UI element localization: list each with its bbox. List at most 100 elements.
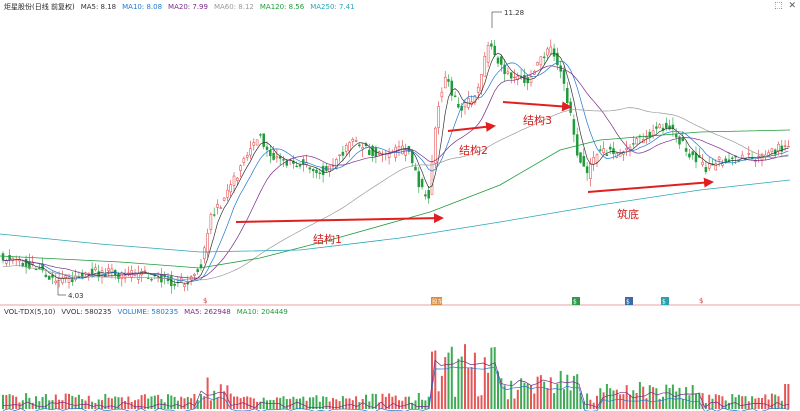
event-marker[interactable]: $ <box>203 297 207 305</box>
volume-bar <box>596 395 598 409</box>
volume-bar <box>662 396 664 409</box>
candle-body <box>595 154 599 163</box>
volume-bar <box>411 402 414 409</box>
event-marker[interactable]: $ <box>626 299 630 306</box>
candle-body <box>496 57 500 64</box>
candle-body <box>513 76 516 79</box>
candle-body <box>262 133 265 147</box>
volume-bar <box>54 394 57 409</box>
volume-bar <box>473 352 476 409</box>
volume-bar <box>266 400 268 409</box>
candle-body <box>473 95 477 104</box>
candle-body <box>605 154 609 157</box>
candle-body <box>509 72 513 79</box>
candle-body <box>701 161 704 165</box>
candle-body <box>47 275 51 280</box>
volume-bar <box>127 396 130 409</box>
annotation-structure1: 结构1 <box>313 232 342 246</box>
volume-bar <box>335 399 338 409</box>
candle-body <box>678 136 681 145</box>
candle-body <box>206 233 209 254</box>
event-marker-box[interactable] <box>431 297 442 305</box>
volume-bar <box>394 395 397 409</box>
volume-bar <box>675 391 678 409</box>
volume-bar <box>355 396 358 409</box>
candle-body <box>401 145 404 155</box>
candle-body <box>417 171 421 188</box>
volume-bar <box>398 400 400 409</box>
volume-bar <box>289 398 292 409</box>
volume-bar <box>440 375 443 409</box>
chart-header: 炬星股份(日线 前复权) MA5: 8.18 MA10: 8.08 MA20: … <box>0 0 800 13</box>
candle-body <box>110 268 114 273</box>
vol-ma5-label: MA5: 262948 <box>184 307 231 316</box>
candle-body <box>589 163 592 179</box>
candle-body <box>183 284 186 287</box>
candle-body <box>24 258 28 267</box>
candle-body <box>645 136 648 138</box>
ma10-line <box>2 60 789 283</box>
candle-body <box>579 152 582 163</box>
candle-body <box>321 165 325 176</box>
candle-body <box>54 280 58 283</box>
candle-body <box>61 277 64 284</box>
volume-bar <box>431 351 433 409</box>
candle-body <box>783 145 787 147</box>
volume-bar <box>609 388 612 409</box>
candle-body <box>453 95 457 98</box>
event-marker-box[interactable] <box>625 297 633 305</box>
candle-body <box>193 273 196 276</box>
volume-bar <box>143 394 146 409</box>
candle-body <box>506 71 510 74</box>
restore-icon[interactable]: ⬚ <box>773 1 783 11</box>
volume-bar <box>193 393 196 409</box>
volume-bar <box>381 393 384 409</box>
volume-bar <box>589 399 592 409</box>
candle-body <box>5 260 8 264</box>
candle-body <box>450 80 454 96</box>
volume-bar <box>744 396 747 409</box>
volume-bar <box>523 382 526 409</box>
volume-bar <box>358 402 361 409</box>
volume-bar <box>553 393 556 409</box>
volume-bar <box>38 401 41 409</box>
volume-bar <box>493 347 496 409</box>
ma120-label: MA120: 8.56 <box>259 2 305 11</box>
volume-bar <box>764 394 767 409</box>
volume-bar <box>513 398 516 409</box>
candle-body <box>344 145 348 152</box>
ma10-label: MA10: 8.08 <box>122 2 163 11</box>
close-icon[interactable]: ✕ <box>788 1 796 11</box>
event-marker[interactable]: $ <box>662 299 666 306</box>
event-marker-box[interactable] <box>572 297 580 305</box>
price-panel <box>0 39 791 294</box>
event-marker-box[interactable] <box>661 297 669 305</box>
event-marker[interactable]: $ <box>573 299 577 306</box>
candle-body <box>315 169 318 174</box>
candle-body <box>97 271 100 277</box>
volume-bar <box>767 399 770 409</box>
candle-body <box>216 203 219 208</box>
volume-bar <box>279 397 282 409</box>
candle-body <box>443 76 447 89</box>
volume-bar <box>170 395 173 409</box>
volume-bar <box>506 399 509 409</box>
candle-body <box>585 166 589 174</box>
candle-body <box>463 102 467 108</box>
candle-body <box>480 74 483 91</box>
volume-bar <box>124 400 127 409</box>
candle-body <box>440 91 444 98</box>
vol-ma10-line <box>2 366 790 411</box>
candle-body <box>150 279 153 281</box>
candle-body <box>351 138 355 142</box>
candle-body <box>665 122 668 128</box>
event-marker[interactable]: 股东 <box>432 298 444 306</box>
volume-bar <box>140 395 143 409</box>
event-marker[interactable]: $ <box>699 297 703 305</box>
volume-bar <box>510 380 513 409</box>
candle-body <box>688 153 691 158</box>
volume-bar <box>84 400 87 409</box>
volume-bar <box>477 396 480 409</box>
volume-bar <box>546 387 549 409</box>
